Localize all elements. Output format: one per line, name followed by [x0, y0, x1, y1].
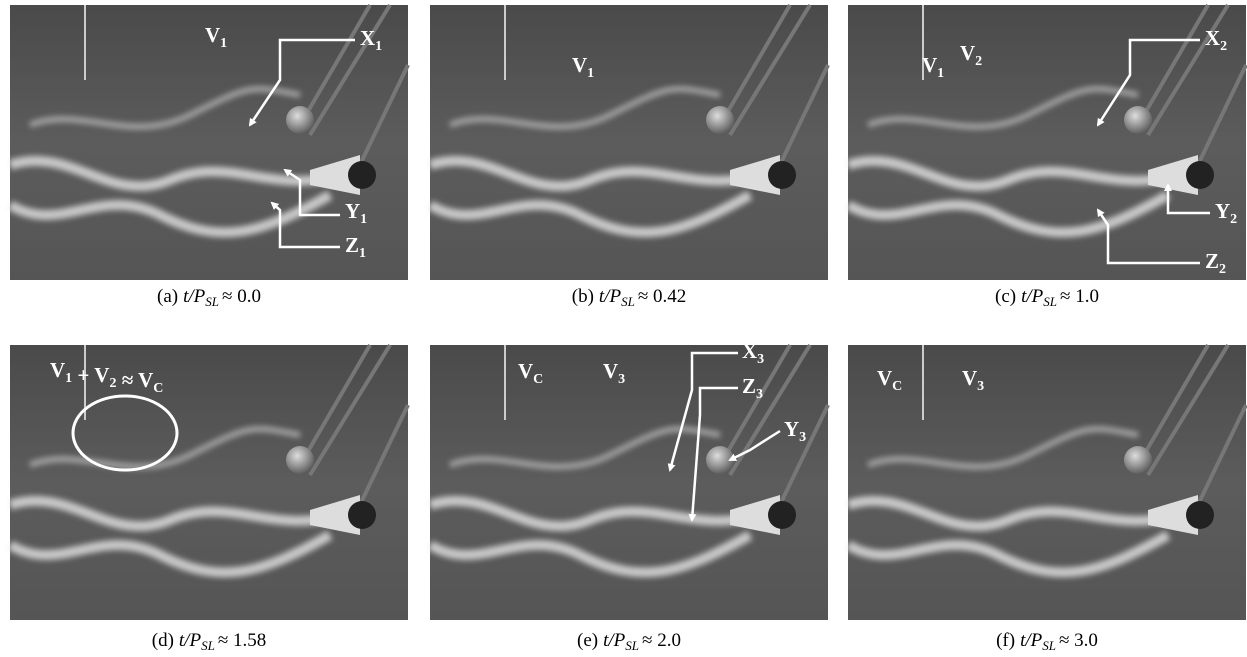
- caption-letter: (e): [577, 630, 598, 651]
- caption-sub: SL: [625, 638, 639, 653]
- annotation-sub: 3: [799, 430, 806, 445]
- annotation-text: V: [50, 358, 65, 382]
- annotation-sub: 1: [359, 246, 366, 261]
- caption-expr: t/P: [183, 286, 206, 307]
- annotation-text: + V: [72, 363, 109, 387]
- sphere: [1124, 446, 1152, 474]
- annotation-sub: 3: [756, 387, 763, 402]
- caption: (f) t/PSL≈ 3.0: [996, 630, 1098, 653]
- caption-sub: SL: [205, 294, 219, 309]
- photo: [10, 345, 408, 620]
- annotation-sub: 1: [937, 66, 944, 81]
- caption-value: ≈ 1.0: [1060, 286, 1099, 307]
- sphere: [286, 446, 314, 474]
- caption-letter: (d): [152, 630, 174, 651]
- annotation-text: Y: [345, 199, 360, 223]
- annotation-text: V: [603, 359, 618, 383]
- annotation-text: ≈ V: [116, 368, 153, 392]
- sphere: [286, 106, 314, 134]
- caption-letter: (c): [995, 286, 1016, 307]
- annotation-text: V: [960, 41, 975, 65]
- caption-expr: t/P: [599, 286, 622, 307]
- caption-sub: SL: [621, 294, 635, 309]
- caption: (b)t/PSL≈ 0.42: [572, 286, 687, 309]
- caption-sub: SL: [201, 638, 215, 653]
- annotation-sub: C: [533, 372, 543, 387]
- photo: [430, 345, 828, 620]
- annotation-text: V: [962, 366, 977, 390]
- annotation-sub: 2: [1220, 39, 1227, 54]
- caption-sub: SL: [1043, 294, 1057, 309]
- caption-sub: SL: [1042, 638, 1056, 653]
- annotation-sub: 3: [757, 352, 764, 367]
- caption-value: ≈ 1.58: [218, 630, 266, 651]
- annotation-sub: C: [153, 381, 163, 396]
- annotation-text: Z: [742, 374, 756, 398]
- annotation: X3: [742, 339, 764, 367]
- caption-value: ≈ 0.42: [638, 286, 686, 307]
- annotation-text: X: [1205, 26, 1220, 50]
- annotation-text: V: [572, 53, 587, 77]
- annotation-sub: 3: [977, 379, 984, 394]
- nozzle-tip: [1186, 161, 1214, 189]
- annotation-text: V: [922, 53, 937, 77]
- annotation-text: Y: [784, 417, 799, 441]
- caption: (d)t/PSL≈ 1.58: [152, 630, 267, 653]
- caption-expr: t/P: [603, 630, 626, 651]
- annotation-text: Y: [1215, 199, 1230, 223]
- caption-expr: t/P: [1021, 286, 1044, 307]
- photo: [430, 5, 828, 280]
- annotation-text: X: [360, 26, 375, 50]
- caption-expr: t/P: [1020, 630, 1043, 651]
- annotation-text: Z: [345, 233, 359, 257]
- caption: (e)t/PSL≈ 2.0: [577, 630, 681, 653]
- panel: V1: [430, 5, 828, 280]
- caption-expr: t/P: [179, 630, 202, 651]
- annotation-text: V: [518, 359, 533, 383]
- nozzle-tip: [768, 501, 796, 529]
- annotation-sub: 2: [975, 54, 982, 69]
- annotation-text: Z: [1205, 249, 1219, 273]
- nozzle-tip: [768, 161, 796, 189]
- nozzle-tip: [348, 501, 376, 529]
- caption-letter: (f): [996, 630, 1015, 651]
- caption-letter: (b): [572, 286, 594, 307]
- photo: [848, 5, 1246, 280]
- annotation-text: V: [877, 366, 892, 390]
- annotation-sub: 1: [65, 371, 72, 386]
- annotation-sub: 2: [1230, 212, 1237, 227]
- annotation-sub: 1: [587, 66, 594, 81]
- caption-value: ≈ 0.0: [222, 286, 261, 307]
- annotation-sub: 1: [375, 39, 382, 54]
- sphere: [706, 106, 734, 134]
- annotation-sub: 1: [360, 212, 367, 227]
- annotation-text: V: [205, 23, 220, 47]
- photo: [848, 345, 1246, 620]
- caption-value: ≈ 3.0: [1059, 630, 1098, 651]
- caption-letter: (a): [157, 286, 178, 307]
- panel: V1 + V2 ≈ VC: [10, 345, 408, 620]
- caption-value: ≈ 2.0: [642, 630, 681, 651]
- sphere: [706, 446, 734, 474]
- annotation-text: X: [742, 339, 757, 363]
- annotation-sub: 2: [109, 376, 116, 391]
- annotation-sub: 2: [1219, 262, 1226, 277]
- figure: V1X1Y1Z1(a)t/PSL≈ 0.0V1(b)t/PSL≈ 0.42V1V…: [0, 0, 1247, 657]
- caption: (a)t/PSL≈ 0.0: [157, 286, 261, 309]
- nozzle-tip: [348, 161, 376, 189]
- annotation-sub: 3: [618, 372, 625, 387]
- annotation-sub: C: [892, 379, 902, 394]
- annotation-sub: 1: [220, 36, 227, 51]
- sphere: [1124, 106, 1152, 134]
- nozzle-tip: [1186, 501, 1214, 529]
- caption: (c)t/PSL≈ 1.0: [995, 286, 1099, 309]
